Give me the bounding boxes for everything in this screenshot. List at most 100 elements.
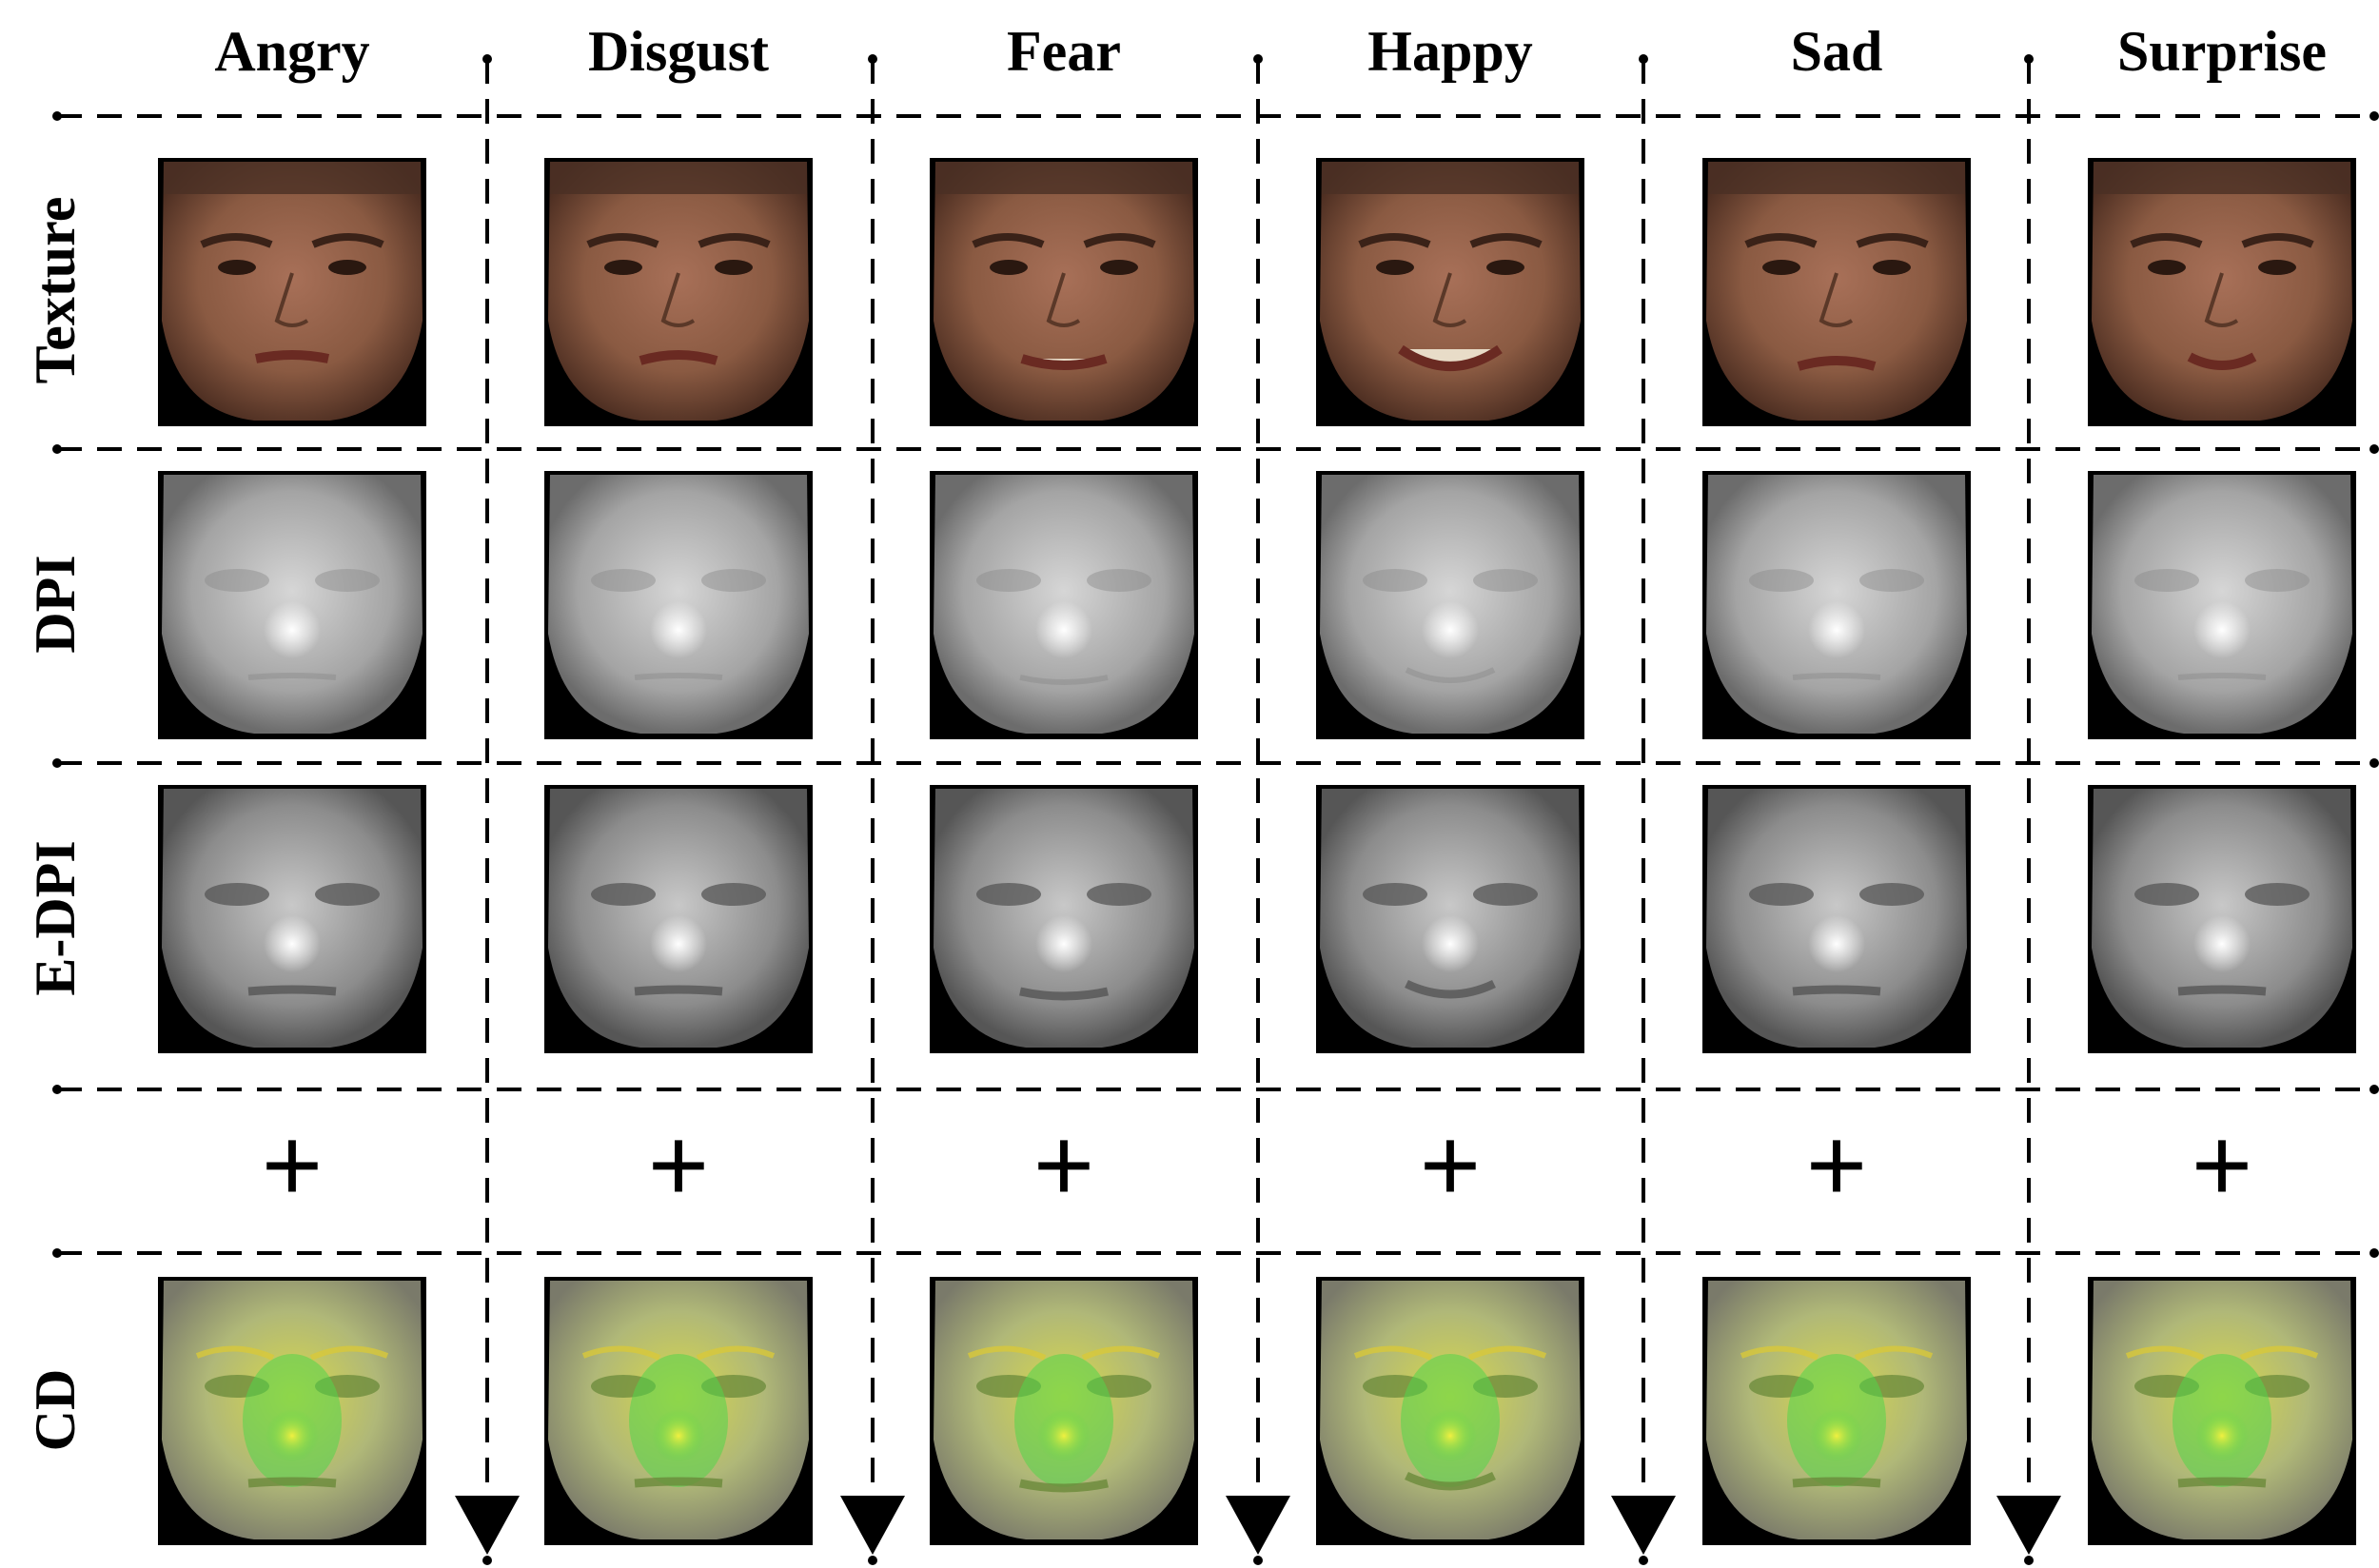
left-eyebrow xyxy=(200,233,273,248)
cell-cd-angry xyxy=(158,1277,426,1545)
nose xyxy=(1046,272,1081,327)
left-brow-ridge xyxy=(1740,1345,1819,1361)
nose-tip xyxy=(1424,1409,1477,1462)
nose xyxy=(2204,272,2239,327)
left-eyebrow xyxy=(2130,233,2203,248)
right-brow-ridge xyxy=(2239,1345,2319,1361)
row-label-cd: CD xyxy=(24,1369,87,1452)
down-arrow-icon xyxy=(1226,1496,1290,1555)
nose-tip xyxy=(264,915,321,972)
cell-dpi-angry xyxy=(158,471,426,739)
left-eye xyxy=(218,260,256,275)
column-label-happy: Happy xyxy=(1367,20,1532,83)
left-eye xyxy=(604,260,642,275)
right-eye-socket xyxy=(1473,569,1538,592)
nose xyxy=(1432,272,1467,327)
plus-operator: + xyxy=(1033,1107,1094,1224)
cell-texture-disgust xyxy=(544,158,813,426)
plus-operator: + xyxy=(1420,1107,1481,1224)
left-eyebrow xyxy=(1744,233,1818,248)
hair-band xyxy=(550,162,807,194)
nose-tip xyxy=(2195,1409,2249,1462)
mouth xyxy=(634,1477,723,1488)
right-brow-ridge xyxy=(1081,1345,1161,1361)
cell-e-dpi-fear xyxy=(930,785,1198,1053)
left-eye-socket xyxy=(1363,883,1427,906)
mouth xyxy=(1020,354,1108,370)
column-divider-dot-bottom xyxy=(868,1556,877,1565)
nose-tip xyxy=(2193,915,2251,972)
column-divider-dot-top xyxy=(1639,54,1648,64)
right-eye xyxy=(1873,260,1911,275)
row-divider-dot-left xyxy=(52,1085,62,1094)
left-eyebrow xyxy=(1358,233,1431,248)
column-divider-dot-top xyxy=(2024,54,2034,64)
mouth xyxy=(634,985,723,996)
row-label-e-dpi: E-DPI xyxy=(24,840,87,995)
left-eye-socket xyxy=(976,569,1041,592)
face-region xyxy=(934,162,1194,421)
row-divider-dot-left xyxy=(52,444,62,454)
nose-tip xyxy=(1810,1409,1863,1462)
cell-dpi-surprise xyxy=(2088,471,2356,739)
hair-band xyxy=(1708,162,1965,194)
row-divider-dot-right xyxy=(2369,444,2379,454)
left-eye-socket xyxy=(2134,569,2199,592)
row-divider-dot-left xyxy=(52,1248,62,1258)
right-eyebrow xyxy=(1469,233,1543,248)
column-divider-dot-top xyxy=(482,54,492,64)
column-label-disgust: Disgust xyxy=(588,20,769,83)
right-eye-socket xyxy=(1859,883,1924,906)
mouth xyxy=(1398,344,1503,371)
mouth xyxy=(247,985,337,996)
dashed-grid xyxy=(52,54,2379,1565)
mouth xyxy=(1797,356,1877,371)
left-eye-socket xyxy=(205,569,269,592)
hair-band xyxy=(2094,162,2350,194)
nose-tip xyxy=(265,1409,319,1462)
down-arrow-icon xyxy=(1996,1496,2061,1555)
cell-texture-angry xyxy=(158,158,426,426)
nose-tip xyxy=(1422,601,1479,658)
hair-band xyxy=(935,162,1192,194)
mouth xyxy=(1792,1477,1881,1488)
nose-tip xyxy=(1035,915,1092,972)
mouth xyxy=(1792,985,1881,996)
face-region xyxy=(2092,162,2352,421)
mouth xyxy=(1019,987,1109,1001)
right-brow-ridge xyxy=(1467,1345,1547,1361)
left-eye-socket xyxy=(1363,569,1427,592)
right-eyebrow xyxy=(311,233,384,248)
nose xyxy=(1819,272,1854,327)
left-eye xyxy=(2148,260,2186,275)
row-labels: Texture DPI E-DPI CD xyxy=(24,197,87,1452)
left-eye xyxy=(1376,260,1414,275)
down-arrow-icon xyxy=(840,1496,905,1555)
right-brow-ridge xyxy=(309,1345,389,1361)
cell-texture-surprise xyxy=(2088,158,2356,426)
nose xyxy=(660,272,696,327)
operator-row: + + + + + + xyxy=(262,1107,2252,1224)
cell-texture-fear xyxy=(930,158,1198,426)
row-divider-dot-left xyxy=(52,758,62,768)
right-eye xyxy=(715,260,753,275)
mouth xyxy=(247,1477,337,1488)
plus-operator: + xyxy=(262,1107,323,1224)
left-eye-socket xyxy=(205,883,269,906)
right-eyebrow xyxy=(1083,233,1156,248)
face-grid xyxy=(158,158,2356,1545)
mouth xyxy=(639,350,718,365)
row-divider-dot-left xyxy=(52,111,62,121)
cell-dpi-sad xyxy=(1702,471,1971,739)
mouth xyxy=(634,673,723,680)
down-arrow-icon xyxy=(455,1496,520,1555)
left-eye-socket xyxy=(591,569,656,592)
right-eye xyxy=(328,260,366,275)
cell-dpi-happy xyxy=(1316,471,1584,739)
left-eye-socket xyxy=(591,883,656,906)
right-eye-socket xyxy=(1859,569,1924,592)
mouth xyxy=(1019,675,1109,685)
cell-dpi-fear xyxy=(930,471,1198,739)
left-brow-ridge xyxy=(1353,1345,1433,1361)
